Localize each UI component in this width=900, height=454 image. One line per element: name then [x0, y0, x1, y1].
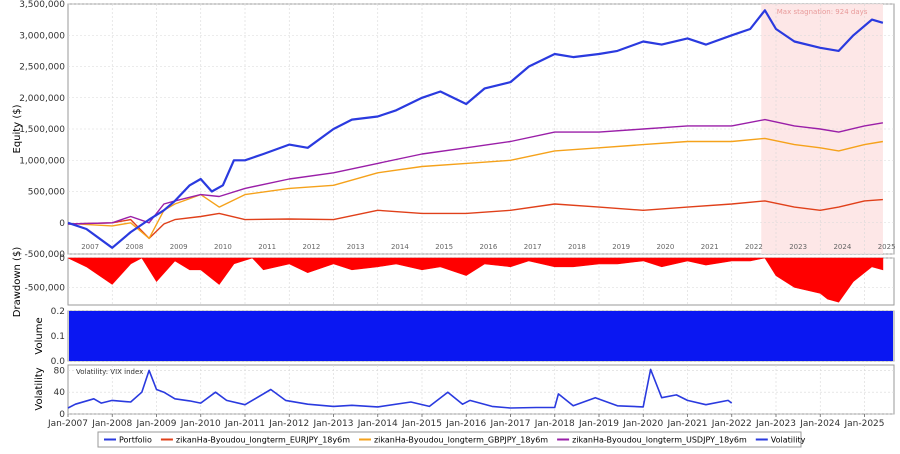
equity-y-tick-label: 1,500,000: [19, 125, 65, 135]
year-label: 2017: [524, 243, 542, 251]
year-label: 2008: [125, 243, 143, 251]
equity-y-tick-label: 1,000,000: [19, 156, 65, 166]
legend-label: zikanHa-Byoudou_longterm_GBPJPY_18y6m: [374, 436, 548, 445]
equity-panel: -500,000 0 500,000 1,000,000 1,500,000 2,000,…: [12, 0, 896, 260]
year-label: 2016: [479, 243, 497, 251]
series-line-zikanha-byoudou-longterm-eurjpy-18y6m: [67, 198, 883, 240]
equity-y-tick-label: 500,000: [28, 188, 65, 198]
x-tick-label: Jan-2009: [135, 419, 176, 429]
volatility-y-axis-title: Volatility: [34, 367, 45, 410]
x-tick-label: Jan-2007: [47, 419, 88, 429]
volume-y-tick-label: 0.1: [51, 332, 65, 342]
drawdown-y-tick-labels: 0 -500,000: [25, 254, 66, 293]
volume-y-tick-label: 0.0: [51, 357, 66, 367]
year-label: 2023: [789, 243, 807, 251]
equity-y-tick-label: 3,500,000: [19, 0, 65, 10]
legend-label: Portfolio: [119, 436, 152, 445]
year-label: 2021: [701, 243, 719, 251]
volume-panel: 0.0 0.1 0.2 Volume: [34, 307, 895, 367]
legend-items: Portfolio zikanHa-Byoudou_longterm_EURJPY…: [104, 436, 806, 445]
drawdown-area: [67, 257, 884, 303]
year-label: 2012: [302, 243, 320, 251]
volatility-plot-area: [67, 364, 895, 415]
year-label: 2024: [833, 243, 851, 251]
x-tick-label: Jan-2022: [711, 419, 752, 429]
volume-bar: [69, 311, 893, 361]
equity-y-tick-labels: -500,000 0 500,000 1,000,000 1,500,000 2,000,…: [19, 0, 65, 260]
equity-year-labels: 2007 2008 2009 2010 2011 2012 2013 2014 2015 2016…: [81, 243, 895, 251]
x-tick-label: Jan-2021: [666, 419, 707, 429]
x-tick-label: Jan-2018: [534, 419, 575, 429]
volatility-line: [67, 368, 733, 409]
legend-label: zikanHa-Byoudou_longterm_USDJPY_18y6m: [572, 436, 747, 445]
x-tick-label: Jan-2008: [91, 419, 132, 429]
year-label: 2020: [656, 243, 674, 251]
volatility-y-tick-label: 80: [54, 366, 66, 376]
year-label: 2025: [878, 243, 896, 251]
year-label: 2015: [435, 243, 453, 251]
legend-label: Volatility: [771, 436, 806, 445]
volatility-annotation: Volatility: VIX index: [76, 368, 143, 376]
equity-y-axis-title: Equity ($): [12, 104, 23, 153]
year-label: 2007: [81, 243, 99, 251]
volatility-y-tick-labels: 0 40 80: [54, 366, 66, 420]
year-label: 2013: [347, 243, 365, 251]
x-tick-label: Jan-2023: [755, 419, 796, 429]
year-label: 2022: [745, 243, 763, 251]
x-tick-label: Jan-2012: [268, 419, 309, 429]
equity-y-tick-label: 2,500,000: [19, 63, 65, 73]
x-tick-label: Jan-2019: [578, 419, 619, 429]
equity-y-tick-label: 0: [59, 219, 65, 229]
volatility-y-tick-label: 0: [59, 410, 65, 420]
series-line-zikanha-byoudou-longterm-usdjpy-18y6m: [67, 118, 884, 225]
volatility-series-line: [67, 368, 733, 409]
volatility-y-tick-label: 40: [54, 388, 66, 398]
volatility-panel: 0 40 80 Volatility: VIX index Volatility: [34, 364, 895, 420]
drawdown-panel: 0-500,000 Drawdown ($): [12, 247, 895, 318]
year-label: 2009: [170, 243, 188, 251]
x-tick-label: Jan-2020: [622, 419, 663, 429]
drawdown-fill: [67, 257, 884, 303]
volume-y-axis-title: Volume: [34, 317, 45, 354]
x-tick-label: Jan-2011: [224, 419, 265, 429]
x-tick-label: Jan-2025: [843, 419, 884, 429]
drawdown-y-tick-label: -500,000: [25, 283, 66, 293]
equity-series-lines: [67, 9, 884, 249]
volume-y-tick-labels: 0.0 0.1 0.2: [51, 307, 66, 367]
drawdown-y-axis-title: Drawdown ($): [12, 247, 23, 318]
year-label: 2019: [612, 243, 630, 251]
x-tick-label: Jan-2014: [357, 419, 398, 429]
equity-gridlines: [68, 3, 894, 255]
equity-y-tick-label: 3,000,000: [19, 31, 65, 41]
year-label: 2018: [568, 243, 586, 251]
equity-y-tick-label: -500,000: [25, 250, 66, 260]
series-line-portfolio: [67, 9, 884, 249]
legend-label: zikanHa-Byoudou_longterm_EURJPY_18y6m: [176, 436, 350, 445]
volume-y-tick-label: 0.2: [51, 307, 65, 317]
x-tick-label: Jan-2015: [401, 419, 442, 429]
year-label: 2011: [258, 243, 276, 251]
x-tick-label: Jan-2016: [445, 419, 486, 429]
year-label: 2014: [391, 243, 409, 251]
stagnation-label: Max stagnation: 924 days: [777, 8, 868, 16]
x-tick-label: Jan-2024: [799, 419, 840, 429]
x-axis-tick-labels: Jan-2007 Jan-2008 Jan-2009 Jan-2010 Jan-2011…: [47, 414, 885, 429]
year-label: 2010: [214, 243, 232, 251]
legend: Portfolio zikanHa-Byoudou_longterm_EURJPY…: [97, 431, 806, 448]
x-tick-label: Jan-2017: [489, 419, 530, 429]
equity-y-tick-label: 2,000,000: [19, 94, 65, 104]
x-tick-label: Jan-2010: [180, 419, 221, 429]
legend-box: [97, 431, 802, 448]
drawdown-y-tick-label: 0: [59, 254, 65, 264]
x-tick-label: Jan-2013: [312, 419, 353, 429]
volume-bars: [69, 311, 893, 361]
